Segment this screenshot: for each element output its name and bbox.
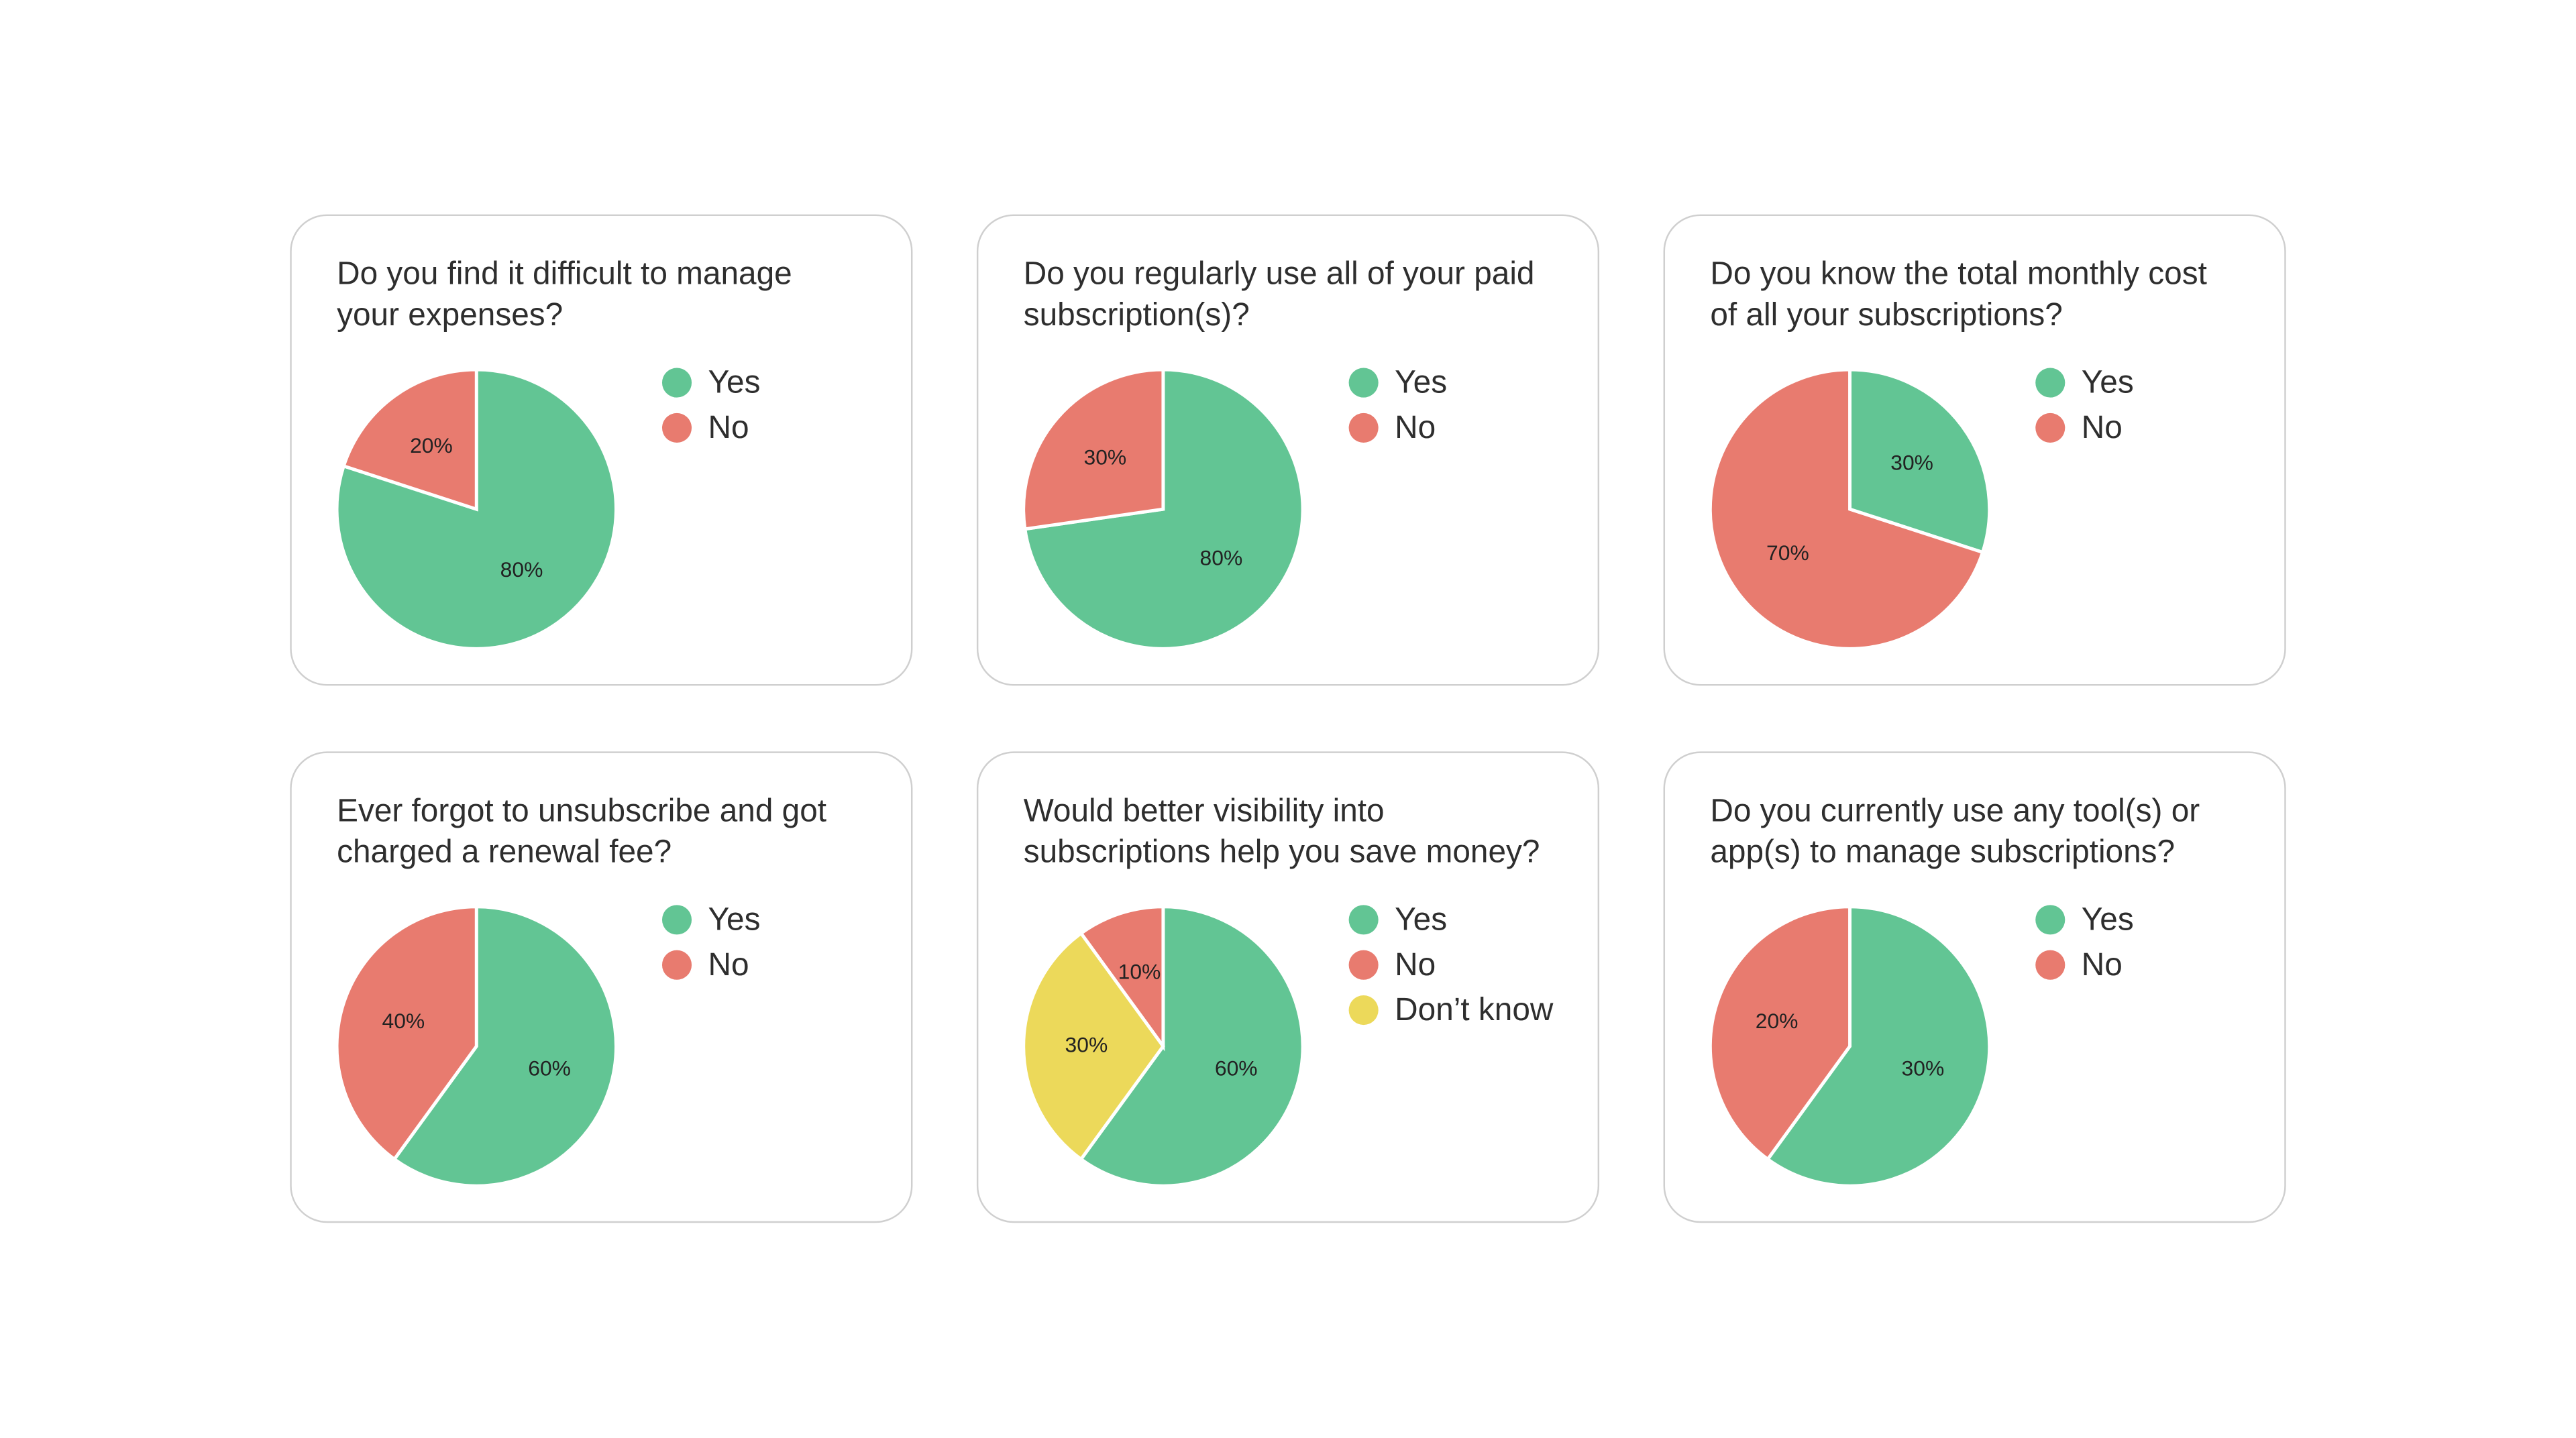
legend-label: Yes	[708, 365, 761, 400]
pie-card: Do you regularly use all of your paid sub…	[976, 214, 1600, 686]
legend-dot	[2035, 950, 2065, 980]
legend-dot	[1348, 412, 1379, 443]
card-title: app(s) to manage subscriptions?	[1710, 834, 2175, 870]
slice-label: 60%	[528, 1056, 571, 1081]
pie-slice	[1709, 905, 1851, 1162]
legend-label: No	[2082, 410, 2123, 445]
card-title: of all your subscriptions?	[1710, 297, 2063, 333]
slice-label: 70%	[1766, 541, 1809, 565]
card-title: subscription(s)?	[1024, 297, 1250, 333]
pie-card: Do you know the total monthly cost of all…	[1663, 214, 2286, 686]
legend-label: Yes	[1395, 901, 1447, 937]
legend-dot	[1348, 368, 1379, 398]
card-title: Ever forgot to unsubscribe and got	[337, 793, 826, 828]
pie-slice	[1022, 368, 1165, 531]
card-title: subscriptions help you save money?	[1024, 834, 1540, 870]
legend-label: No	[1395, 947, 1436, 983]
legend-label: No	[708, 947, 749, 983]
legend-label: Yes	[2082, 901, 2134, 937]
pie-slice	[335, 905, 478, 1162]
legend-dot	[661, 368, 692, 398]
slice-label: 40%	[382, 1009, 425, 1033]
pie-slice	[1079, 905, 1165, 1052]
card-title: Do you currently use any tool(s) or	[1710, 793, 2200, 828]
slice-label: 10%	[1118, 959, 1161, 983]
card-title: Do you find it difficult to manage	[337, 256, 792, 292]
legend-dot	[661, 905, 692, 935]
legend-label: No	[708, 410, 749, 445]
card-title: your expenses?	[337, 297, 563, 333]
legend-dot	[2035, 905, 2065, 935]
slice-label: 30%	[1890, 450, 1933, 474]
legend-dot	[1348, 995, 1379, 1026]
pie-slice	[1848, 368, 1992, 555]
legend-label: Don’t know	[1395, 992, 1554, 1028]
pie-card: Ever forgot to unsubscribe and got charge…	[290, 751, 913, 1223]
pie-slice	[1022, 931, 1165, 1162]
legend-dot	[2035, 368, 2065, 398]
pie-slice	[1708, 368, 1985, 651]
pie-card: Do you find it difficult to manage your e…	[290, 214, 913, 686]
card-title: charged a renewal fee?	[337, 834, 672, 870]
card-title: Would better visibility into	[1024, 793, 1385, 828]
pie-slice	[392, 905, 618, 1188]
pie-slice	[341, 368, 478, 512]
pie-slice	[1765, 905, 1992, 1188]
legend-dot	[1348, 905, 1379, 935]
pie-slice	[1079, 905, 1305, 1188]
legend-dot	[2035, 412, 2065, 443]
legend-dot	[661, 950, 692, 980]
legend-label: No	[1395, 410, 1436, 445]
slice-label: 80%	[500, 557, 543, 582]
slice-label: 30%	[1902, 1056, 1945, 1081]
legend-dot	[1348, 950, 1379, 980]
slice-label: 20%	[410, 433, 453, 457]
legend-label: Yes	[708, 901, 761, 937]
legend-label: Yes	[1395, 365, 1447, 400]
slice-label: 30%	[1084, 445, 1127, 469]
legend-label: Yes	[2082, 365, 2134, 400]
slice-label: 30%	[1065, 1032, 1108, 1056]
pie-card: Would better visibility into subscription…	[976, 751, 1600, 1223]
slice-label: 60%	[1215, 1056, 1258, 1081]
legend-dot	[661, 412, 692, 443]
card-title: Do you regularly use all of your paid	[1024, 256, 1535, 292]
legend-label: No	[2082, 947, 2123, 983]
pie-card: Do you currently use any tool(s) or app(s…	[1663, 751, 2286, 1223]
slice-label: 80%	[1200, 546, 1243, 570]
card-title: Do you know the total monthly cost	[1710, 256, 2207, 292]
slice-label: 20%	[1756, 1009, 1799, 1033]
